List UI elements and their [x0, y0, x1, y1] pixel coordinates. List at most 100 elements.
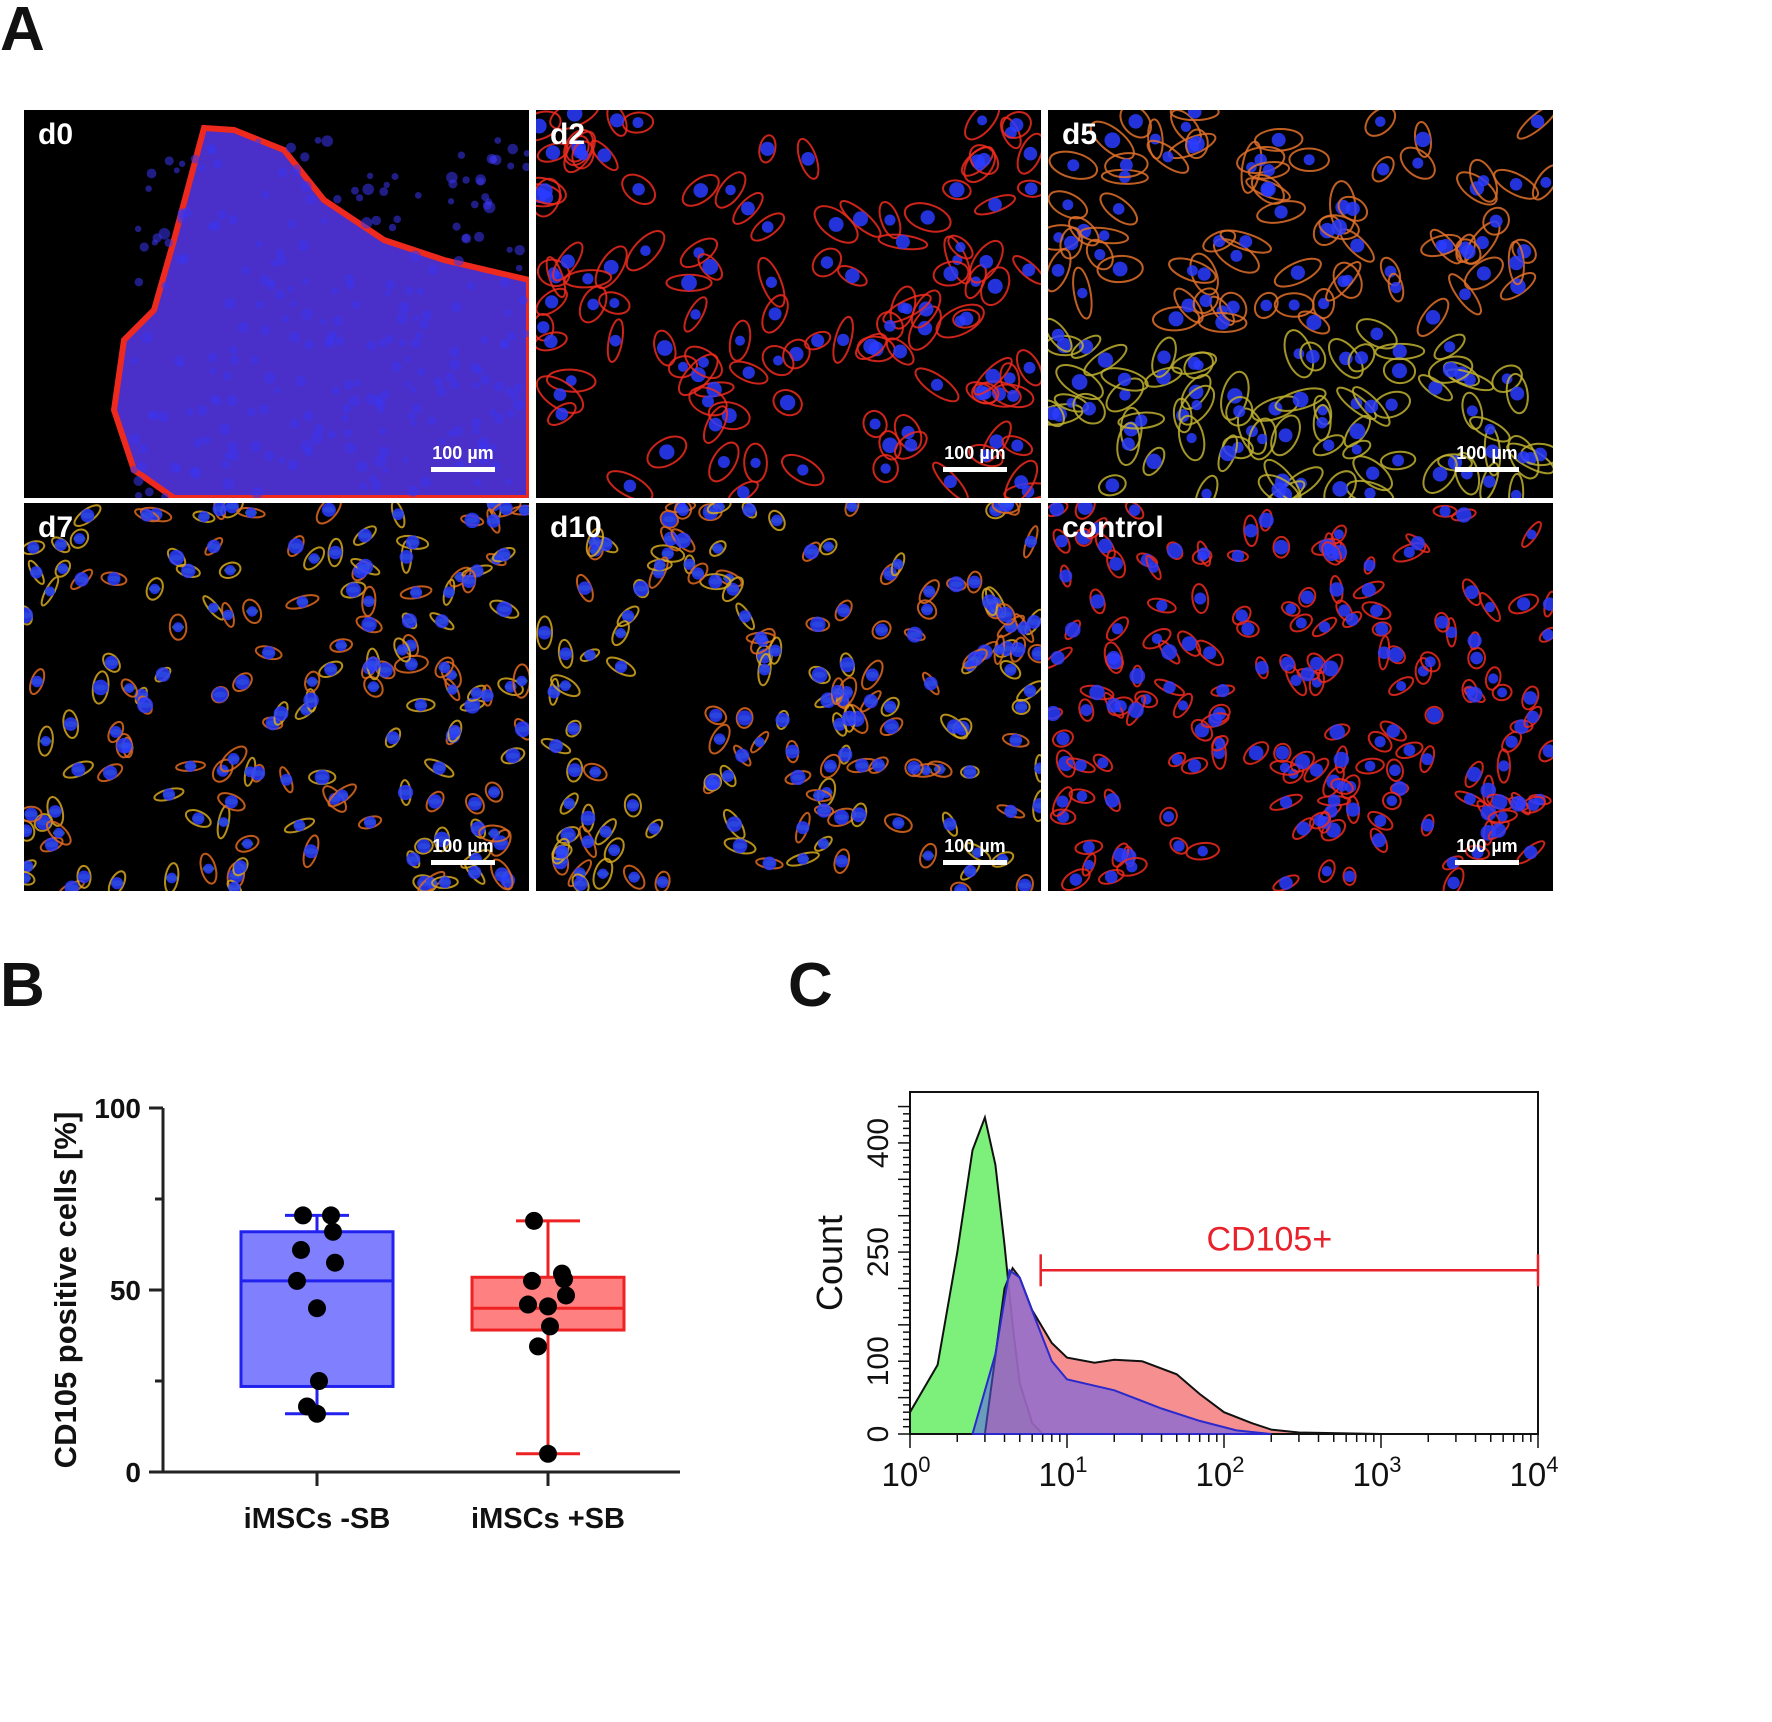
nucleus: [713, 733, 726, 745]
cell: [1371, 621, 1392, 637]
nucleus: [1421, 753, 1434, 766]
nucleus: [321, 503, 336, 517]
nucleus: [256, 240, 263, 248]
nucleus: [307, 676, 318, 687]
scale-bar: [943, 860, 1007, 865]
nucleus: [1317, 404, 1328, 416]
nucleus: [999, 503, 1014, 512]
cell: [1225, 396, 1254, 427]
nucleus: [1279, 876, 1293, 890]
nucleus: [267, 279, 275, 286]
cell: [1211, 734, 1229, 752]
nucleus: [1374, 736, 1386, 748]
nucleus: [470, 200, 479, 209]
nucleus: [1135, 414, 1148, 427]
nucleus: [158, 411, 170, 423]
cell: [434, 656, 455, 679]
nucleus: [790, 769, 806, 786]
nucleus: [972, 847, 983, 858]
cell: [1323, 470, 1357, 498]
cell: [1422, 454, 1458, 494]
nucleus: [871, 758, 886, 772]
nucleus: [1227, 388, 1243, 404]
nucleus: [1129, 668, 1146, 684]
nucleus: [1233, 405, 1246, 418]
cell: [1273, 257, 1322, 288]
cell: [916, 599, 938, 620]
nucleus: [124, 683, 135, 694]
nucleus: [1119, 389, 1131, 401]
nucleus: [566, 110, 583, 122]
nucleus: [1392, 454, 1405, 467]
nucleus: [242, 838, 253, 849]
nucleus: [476, 177, 485, 186]
nucleus: [1329, 724, 1346, 740]
nucleus: [462, 176, 470, 184]
nucleus: [224, 565, 236, 576]
nucleus: [1048, 406, 1060, 421]
nucleus: [769, 644, 782, 657]
nucleus: [168, 549, 185, 566]
nucleus: [343, 428, 353, 438]
cell: [549, 110, 601, 131]
nucleus: [374, 394, 382, 402]
nucleus: [303, 692, 319, 709]
nucleus: [704, 774, 721, 791]
cell: [855, 332, 888, 361]
nucleus: [1056, 731, 1070, 746]
nucleus: [1447, 876, 1460, 890]
nucleus: [1497, 811, 1508, 822]
x-tick-label: iMSCs -SB: [244, 1503, 391, 1535]
nucleus: [1208, 713, 1223, 728]
nucleus: [1219, 445, 1236, 462]
cell: [76, 864, 92, 889]
cell: [903, 202, 952, 233]
nucleus: [332, 315, 343, 326]
nucleus: [1279, 762, 1291, 773]
cell: [1257, 474, 1301, 498]
nucleus: [474, 231, 485, 242]
nucleus: [379, 187, 389, 197]
nucleus: [954, 315, 966, 327]
nucleus: [581, 835, 595, 849]
nucleus: [255, 300, 264, 309]
micrograph-label: d10: [550, 511, 602, 544]
nucleus: [582, 273, 594, 285]
nucleus: [1309, 763, 1324, 777]
nucleus: [134, 277, 144, 287]
nucleus: [1051, 263, 1065, 277]
nucleus: [1523, 691, 1538, 705]
nucleus: [439, 437, 446, 445]
cell: [1117, 411, 1166, 430]
nucleus: [270, 259, 278, 267]
nucleus: [1014, 700, 1028, 714]
nucleus: [1260, 299, 1273, 312]
nucleus: [1421, 818, 1435, 832]
nucleus: [892, 817, 905, 830]
nucleus: [1294, 754, 1311, 770]
nucleus: [398, 301, 410, 314]
cell: [926, 760, 953, 778]
cell: [1074, 503, 1096, 520]
micrograph-label: d5: [1062, 118, 1098, 151]
cell: [1168, 257, 1217, 284]
nucleus: [555, 845, 569, 859]
nucleus: [198, 511, 210, 523]
nucleus: [1255, 661, 1269, 675]
nucleus: [344, 442, 357, 454]
cell: [1191, 583, 1210, 614]
nucleus: [779, 394, 796, 411]
nucleus: [633, 580, 649, 597]
nucleus: [1077, 503, 1093, 515]
nucleus: [1305, 349, 1320, 364]
nucleus: [173, 355, 185, 367]
cell: [743, 442, 768, 484]
cell: [329, 638, 354, 653]
x-tick-label: iMSCs +SB: [471, 1503, 625, 1535]
nucleus: [1510, 795, 1527, 812]
cell: [102, 652, 121, 673]
nucleus: [1280, 656, 1295, 671]
nucleus: [863, 694, 878, 709]
cell: [968, 239, 1004, 284]
nucleus: [226, 441, 238, 453]
